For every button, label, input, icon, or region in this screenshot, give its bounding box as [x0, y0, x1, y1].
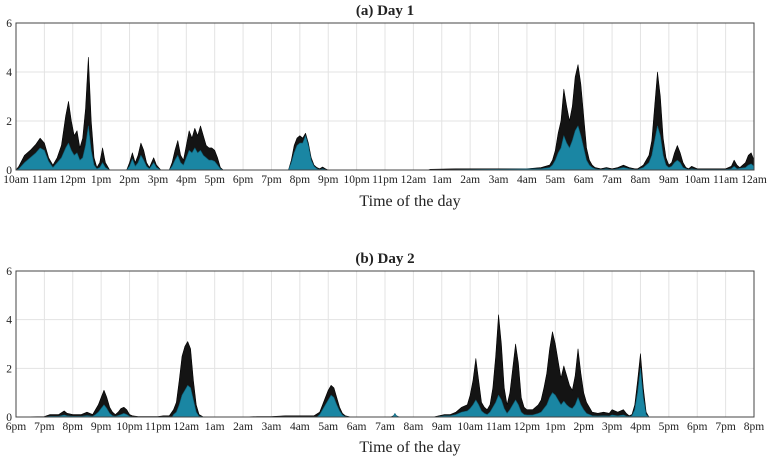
x-axis: 6pm 7pm 8pm 9pm 10pm 11pm 12am 1am 2am 3am 4am 5am 6…: [6, 421, 765, 433]
x-tick-label: 7pm: [261, 174, 282, 186]
x-tick-label: 4am: [517, 174, 537, 186]
x-tick-label: 8pm: [290, 174, 311, 186]
chart-day-2: (b) Day 2 0 2 4 6 6pm 7pm 8pm 9pm 10pm 11pm 12am 1…: [6, 251, 765, 456]
x-tick-label: 4pm: [630, 421, 651, 433]
x-tick-label: 11pm: [372, 174, 398, 186]
y-tick-label: 4: [6, 67, 12, 79]
x-axis-label: Time of the day: [359, 439, 460, 456]
x-tick-label: 6pm: [6, 421, 27, 433]
x-tick-label: 12am: [741, 174, 767, 186]
series-area-inner: [15, 368, 755, 418]
x-tick-label: 3pm: [148, 174, 169, 186]
x-tick-label: 10pm: [344, 174, 370, 186]
x-tick-label: 10am: [457, 421, 483, 433]
x-tick-label: 2pm: [119, 174, 140, 186]
plot-area: [15, 314, 755, 418]
plot-area: [15, 57, 755, 171]
y-tick-label: 0: [6, 165, 12, 177]
x-tick-label: 5am: [545, 174, 565, 186]
x-tick-label: 9am: [432, 421, 452, 433]
chart-title: (b) Day 2: [355, 251, 414, 267]
x-tick-label: 7am: [375, 421, 395, 433]
grid: [16, 23, 754, 170]
x-tick-label: 11am: [486, 421, 511, 433]
x-tick-label: 1am: [432, 174, 452, 186]
y-tick-label: 2: [6, 363, 12, 375]
x-tick-label: 12am: [174, 421, 200, 433]
x-tick-label: 8pm: [744, 421, 765, 433]
y-tick-label: 4: [6, 315, 12, 327]
series-area-outer: [15, 57, 755, 171]
y-tick-label: 6: [6, 266, 12, 278]
x-tick-label: 6pm: [687, 421, 708, 433]
x-tick-label: 10am: [684, 174, 710, 186]
x-tick-label: 6am: [347, 421, 367, 433]
x-tick-label: 11am: [32, 174, 57, 186]
x-tick-label: 7am: [602, 174, 622, 186]
x-tick-label: 1am: [205, 421, 225, 433]
series-area-inner: [15, 125, 755, 171]
x-tick-label: 2am: [460, 174, 480, 186]
series-area-outer: [15, 314, 755, 418]
x-tick-label: 10am: [3, 174, 29, 186]
chart-title: (a) Day 1: [356, 3, 414, 19]
y-axis: 0 2 4 6: [6, 266, 12, 424]
y-axis: 0 2 4 6: [6, 18, 12, 177]
x-tick-label: 1pm: [91, 174, 112, 186]
x-tick-label: 4pm: [176, 174, 197, 186]
x-axis-label: Time of the day: [359, 193, 460, 210]
x-tick-label: 12pm: [60, 174, 86, 186]
x-tick-label: 3am: [489, 174, 509, 186]
y-tick-label: 0: [6, 412, 12, 424]
y-tick-label: 2: [6, 116, 12, 128]
x-tick-label: 9am: [659, 174, 679, 186]
x-tick-label: 12pm: [514, 421, 540, 433]
y-tick-label: 6: [6, 18, 12, 30]
x-tick-label: 2am: [233, 421, 253, 433]
x-tick-label: 8am: [403, 421, 423, 433]
x-tick-label: 11pm: [145, 421, 171, 433]
x-tick-label: 2pm: [573, 421, 594, 433]
x-tick-label: 4am: [290, 421, 310, 433]
x-tick-label: 8am: [631, 174, 651, 186]
x-tick-label: 6am: [574, 174, 594, 186]
x-tick-label: 1pm: [545, 421, 566, 433]
axes-box: [15, 270, 755, 418]
x-tick-label: 10pm: [116, 421, 142, 433]
x-tick-label: 9pm: [318, 174, 339, 186]
x-axis: 10am 11am 12pm 1pm 2pm 3pm 4pm 5pm 6pm 7pm 8pm 9pm 1…: [3, 174, 767, 186]
x-tick-label: 7pm: [34, 421, 55, 433]
x-tick-label: 8pm: [63, 421, 84, 433]
x-tick-label: 5pm: [659, 421, 680, 433]
x-tick-label: 9pm: [91, 421, 112, 433]
x-tick-label: 5pm: [204, 174, 225, 186]
x-tick-label: 5am: [318, 421, 338, 433]
x-tick-label: 6pm: [233, 174, 254, 186]
x-tick-label: 3pm: [602, 421, 623, 433]
x-tick-label: 11am: [713, 174, 738, 186]
x-tick-label: 12am: [401, 174, 427, 186]
x-tick-label: 7pm: [715, 421, 736, 433]
axes-box: [15, 22, 755, 171]
x-tick-label: 3am: [262, 421, 282, 433]
